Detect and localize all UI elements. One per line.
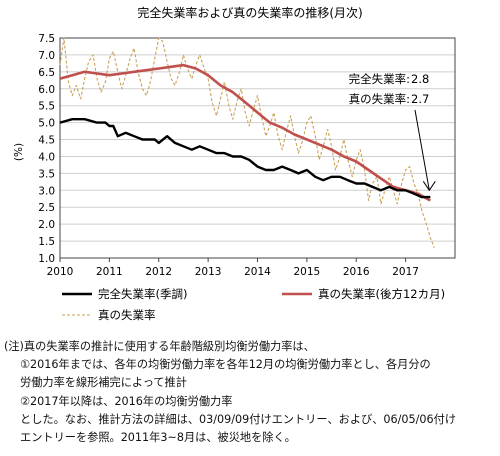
- series-line-2: [59, 37, 435, 249]
- y-tick-label: 5.0: [38, 118, 55, 130]
- x-tick-label: 2013: [195, 266, 222, 278]
- y-tick-label: 7.0: [38, 50, 55, 62]
- plot-area: [59, 37, 456, 259]
- annotation-arrow: [414, 109, 430, 191]
- y-tick-label: 3.0: [38, 185, 55, 197]
- note-line: 労働力率を線形補完によって推計: [20, 376, 187, 390]
- grid-lines: [60, 37, 455, 259]
- y-tick-label: 1.5: [38, 236, 55, 248]
- x-axis-ticks: 2010 2011 2012 2013 2014 2015 2016 2017: [47, 258, 419, 278]
- chart-title: 完全失業率および真の失業率の推移(月次): [137, 5, 362, 20]
- y-axis-ticks: 1.0 1.5 2.0 2.5 3.0 3.5 4.0 4.5 5.0 5.5 6.0 6.5 7.0 7…: [38, 33, 55, 265]
- annotation-value: 2.7: [411, 92, 429, 106]
- y-tick-label: 7.5: [38, 33, 55, 45]
- y-tick-label: 6.5: [38, 67, 55, 79]
- annotation-arrowhead: [422, 181, 436, 192]
- x-tick-label: 2017: [392, 266, 419, 278]
- y-tick-label: 4.0: [38, 151, 55, 163]
- x-tick-label: 2011: [96, 266, 123, 278]
- note-line: エントリーを参照。2011年3~8月は、被災地を除く。: [20, 431, 296, 445]
- y-tick-label: 6.0: [38, 84, 55, 96]
- note-line: (注)真の失業率の推計に使用する年齢階級別均衡労働力率は、: [4, 340, 315, 353]
- legend: 完全失業率(季調) 真の失業率(後方12カ月) 真の失業率: [62, 287, 445, 322]
- x-tick-label: 2016: [343, 266, 370, 278]
- y-tick-label: 2.0: [38, 219, 55, 231]
- legend-label-1: 真の失業率(後方12カ月): [318, 287, 445, 301]
- y-tick-label: 5.5: [38, 101, 55, 113]
- note-line: ①2016年までは、各年の均衡労働力率を各年12月の均衡労働力率とし、各月分の: [20, 358, 431, 372]
- legend-label-2: 真の失業率: [98, 308, 156, 322]
- series-line-1: [59, 63, 431, 202]
- annotation-label: 真の失業率:: [349, 92, 410, 106]
- x-tick-label: 2015: [294, 266, 321, 278]
- series-layer: [59, 37, 435, 249]
- x-tick-label: 2012: [145, 266, 172, 278]
- annotation-label: 完全失業率:: [349, 72, 410, 86]
- annotation-value: 2.8: [411, 72, 429, 86]
- series-line-0: [59, 118, 431, 199]
- legend-label-0: 完全失業率(季調): [98, 287, 187, 301]
- x-tick-label: 2010: [47, 266, 74, 278]
- footnotes: (注)真の失業率の推計に使用する年齢階級別均衡労働力率は、 ①2016年までは、…: [4, 338, 496, 447]
- y-tick-label: 4.5: [38, 135, 55, 147]
- note-line: ②2017年以降は、2016年の均衡労働力率: [20, 394, 233, 408]
- y-tick-label: 2.5: [38, 202, 55, 214]
- y-axis-label: (%): [13, 143, 25, 161]
- y-tick-label: 1.0: [38, 253, 55, 265]
- y-tick-label: 3.5: [38, 168, 55, 180]
- x-tick-label: 2014: [244, 266, 271, 278]
- note-line: とした。なお、推計方法の詳細は、03/09/09付けエントリー、および、06/0…: [20, 412, 457, 426]
